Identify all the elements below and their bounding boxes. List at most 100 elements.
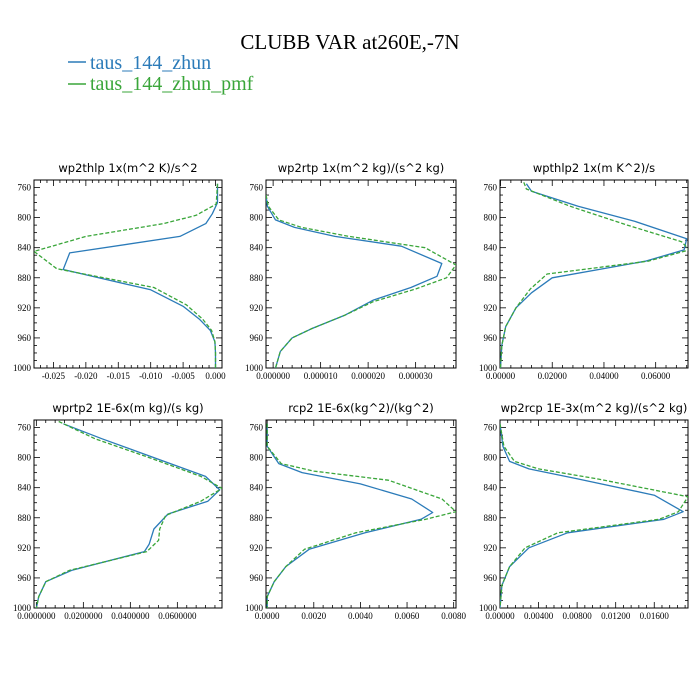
y-tick-label: 840	[484, 243, 498, 253]
x-tick-label: 0.02000	[538, 371, 568, 381]
x-tick-label: 0.0040	[348, 611, 373, 621]
y-tick-label: 800	[250, 453, 264, 463]
y-tick-label: 920	[18, 303, 32, 313]
panel-6: wp2rcp 1E-3x(m^2 kg)/(s^2 kg)760 800 840 88…	[479, 401, 689, 621]
y-tick-label: 840	[250, 483, 264, 493]
y-tick-label: 880	[18, 513, 32, 523]
x-tick-label: 0.0000000	[17, 611, 56, 621]
series-line-2	[500, 423, 688, 608]
figure-title: CLUBB VAR at260E,-7N	[240, 30, 459, 54]
x-tick-label: 0.0400000	[111, 611, 150, 621]
y-tick-label: 760	[250, 183, 264, 193]
y-tick-label: 960	[18, 573, 32, 583]
y-tick-label: 1000	[479, 603, 498, 613]
y-tick-label: 960	[250, 573, 264, 583]
panel-4: wprtp2 1E-6x(m kg)/(s kg) 760 800 840 880 920…	[13, 401, 223, 621]
x-tick-label: 0.04000	[589, 371, 619, 381]
y-tick-label: 1000	[245, 603, 264, 613]
x-tick-label: -0.025	[42, 371, 66, 381]
y-tick-label: 760	[484, 183, 498, 193]
x-tick-label: -0.005	[171, 371, 195, 381]
x-tick-label: 0.0080	[441, 611, 466, 621]
panel-title: wp2rtp 1x(m^2 kg)/(s^2 kg)	[278, 161, 445, 175]
panel-2: wp2rtp 1x(m^2 kg)/(s^2 kg) 760 800 840 880 92…	[245, 161, 457, 381]
y-tick-label: 760	[250, 423, 264, 433]
x-tick-label: 0.0200000	[64, 611, 103, 621]
y-tick-label: 800	[18, 213, 32, 223]
plot-frame	[499, 179, 689, 369]
y-tick-label: 1000	[13, 363, 32, 373]
y-tick-label: 960	[18, 333, 32, 343]
y-tick-label: 960	[484, 573, 498, 583]
panel-3: wpthlp2 1x(m K^2)/s 760 800 840 880 920 960 100…	[479, 161, 689, 381]
y-tick-label: 960	[484, 333, 498, 343]
x-tick-label: 0.000010	[304, 371, 338, 381]
series-line-1	[500, 423, 684, 608]
legend-label-2: taus_144_zhun_pmf	[90, 73, 254, 95]
y-tick-label: 840	[484, 483, 498, 493]
y-tick-label: 800	[18, 453, 32, 463]
x-tick-label: 0.000030	[399, 371, 433, 381]
y-tick-label: 880	[250, 273, 264, 283]
x-tick-label: 0.01200	[601, 611, 631, 621]
panel-title: wp2thlp 1x(m^2 K)/s^2	[58, 161, 197, 175]
series-line-1	[266, 194, 443, 368]
x-tick-label: 0.00000	[485, 611, 515, 621]
panel-title: rcp2 1E-6x(kg^2)/(kg^2)	[288, 401, 434, 415]
y-tick-label: 920	[484, 303, 498, 313]
panel-title: wpthlp2 1x(m K^2)/s	[533, 161, 655, 175]
y-tick-label: 880	[18, 273, 32, 283]
x-tick-label: 0.000000	[256, 371, 290, 381]
x-tick-label: 0.0060	[395, 611, 420, 621]
x-tick-label: 0.0600000	[158, 611, 197, 621]
panels: wp2thlp 1x(m^2 K)/s^2 760 800 840 880 920 960 1…	[13, 161, 689, 621]
x-tick-label: 0.01600	[640, 611, 670, 621]
y-tick-label: 1000	[479, 363, 498, 373]
x-tick-label: 0.0020	[301, 611, 326, 621]
y-tick-label: 1000	[13, 603, 32, 613]
panel-title: wprtp2 1E-6x(m kg)/(s kg)	[52, 401, 203, 415]
series-line-1	[266, 423, 434, 608]
series-line-1	[62, 183, 219, 368]
y-tick-label: 840	[18, 243, 32, 253]
plot-frame	[265, 419, 457, 609]
series-line-2	[34, 183, 219, 368]
plot-frame	[33, 419, 223, 609]
plot-frame	[33, 179, 223, 369]
series-line-1	[500, 183, 688, 368]
x-tick-label: 0.000020	[351, 371, 385, 381]
y-tick-label: 800	[484, 453, 498, 463]
panel-5: rcp2 1E-6x(kg^2)/(kg^2) 760 800 840 880 920 96…	[245, 401, 467, 621]
y-tick-label: 760	[18, 423, 32, 433]
y-tick-label: 920	[250, 543, 264, 553]
panel-1: wp2thlp 1x(m^2 K)/s^2 760 800 840 880 920 960 1…	[13, 161, 226, 381]
y-tick-label: 880	[484, 273, 498, 283]
x-tick-label: -0.015	[107, 371, 131, 381]
series-line-2	[266, 194, 456, 368]
y-tick-label: 920	[484, 543, 498, 553]
y-tick-label: 840	[250, 243, 264, 253]
series-line-2	[266, 423, 456, 608]
series-line-1	[35, 423, 221, 608]
x-tick-label: 0.00400	[524, 611, 554, 621]
y-tick-label: 840	[18, 483, 32, 493]
y-tick-label: 760	[18, 183, 32, 193]
y-tick-label: 960	[250, 333, 264, 343]
legend: taus_144_zhun taus_144_zhun_pmf	[68, 52, 254, 95]
x-tick-label: 0.06000	[641, 371, 671, 381]
y-tick-label: 920	[250, 303, 264, 313]
x-tick-label: 0.00000	[486, 371, 516, 381]
series-line-2	[35, 420, 222, 608]
plot-frame	[265, 179, 457, 369]
y-tick-label: 1000	[245, 363, 264, 373]
y-tick-label: 920	[18, 543, 32, 553]
panel-title: wp2rcp 1E-3x(m^2 kg)/(s^2 kg)	[501, 401, 688, 415]
y-tick-label: 800	[250, 213, 264, 223]
y-tick-label: 800	[484, 213, 498, 223]
x-tick-label: -0.020	[74, 371, 98, 381]
x-tick-label: 0.00800	[563, 611, 593, 621]
y-tick-label: 760	[484, 423, 498, 433]
x-tick-label: -0.010	[139, 371, 163, 381]
x-tick-label: 0.000	[205, 371, 226, 381]
